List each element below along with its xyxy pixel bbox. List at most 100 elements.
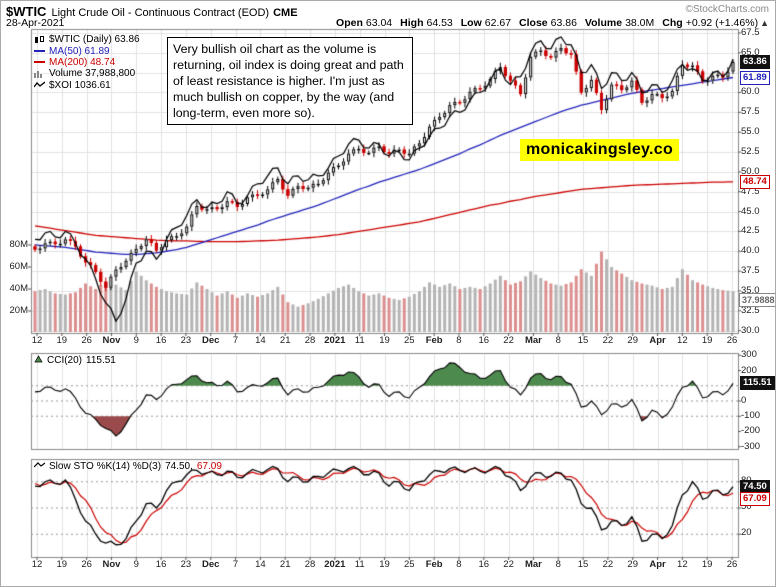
ticker-symbol: $WTIC (6, 4, 47, 19)
legend-xoi-label: $XOI 1036.61 (49, 79, 111, 91)
x-axis-label: 28 (304, 335, 316, 346)
x-axis-label: Mar (524, 335, 542, 346)
cci-axis-label: 200 (741, 364, 757, 376)
chart-title: Light Crude Oil - Continuous Contract (E… (51, 7, 270, 19)
ma50-value-tag: 61.89 (740, 71, 770, 86)
x-axis-label: 12 (677, 559, 688, 570)
price-axis-label: 35.0 (741, 284, 760, 296)
x-axis-label: 22 (503, 335, 514, 346)
price-axis-label: 67.5 (741, 26, 760, 38)
x-axis-label: 8 (555, 559, 561, 570)
x-axis-label: 25 (404, 335, 415, 346)
x-axis-label: 16 (155, 559, 167, 570)
cci-axis-label: -200 (741, 425, 761, 437)
x-axis-label: 29 (627, 335, 638, 346)
open-label: Open (336, 17, 363, 29)
legend-item-ma200: MA(200) 48.74 (34, 57, 140, 68)
ohlc-quote-row: Open 63.04 High 64.53 Low 62.67 Close 63.86 Volu… (328, 17, 769, 29)
close-value: 63.86 (550, 17, 577, 29)
x-axis-label: 2021 (324, 559, 346, 570)
x-axis-label: 19 (701, 335, 713, 346)
x-axis-label: 16 (155, 335, 167, 346)
x-axis-label: 16 (478, 559, 490, 570)
x-axis-label: 22 (503, 559, 514, 570)
main-chart-legend: $WTIC (Daily) 63.86 MA(50) 61.89 MA(200)… (33, 34, 140, 91)
x-axis-label: 7 (232, 559, 239, 570)
low-label: Low (460, 17, 482, 29)
stockcharts-credit: ©StockCharts.com (685, 4, 769, 15)
x-axis-label: 23 (180, 559, 192, 570)
x-axis-label: 19 (379, 559, 390, 570)
x-axis-label: 22 (602, 559, 614, 570)
sto-k-value-text: 74.50, (165, 461, 193, 472)
x-axis-label: 26 (81, 559, 92, 570)
chg-up-arrow-icon: ▲ (760, 18, 769, 28)
x-axis-label: 26 (726, 335, 738, 346)
sto-d-value-text: 67.09 (196, 461, 222, 472)
volume-axis-label: 40M (9, 283, 28, 294)
sto-panel-label: Slow STO %K(14) %D(3) 74.50, 67.09 (33, 461, 222, 472)
close-label: Close (519, 17, 548, 29)
price-axis-label: 45.0 (741, 205, 760, 217)
volume-axis-label: 80M (9, 239, 28, 250)
x-axis-label: 9 (133, 559, 139, 570)
volume-value-tag: 37.9888 (739, 293, 775, 307)
legend-ma200-label: MA(200) 48.74 (49, 56, 116, 68)
price-axis-label: 50.0 (741, 165, 760, 177)
sto-axis-label: 20 (741, 527, 752, 539)
price-axis-label: 32.5 (741, 304, 760, 316)
cci-axis-label: 0 (741, 395, 747, 406)
watermark: monicakingsley.co (520, 139, 680, 161)
price-axis-label: 47.5 (741, 185, 760, 197)
x-axis-label: 19 (56, 335, 68, 346)
legend-item-volume: Volume 37,988,800 (34, 68, 140, 79)
cci-value-tag: 115.51 (740, 376, 775, 391)
x-axis-label: Dec (202, 559, 220, 570)
x-axis-label: 8 (456, 559, 462, 570)
x-axis-label: Apr (649, 559, 666, 570)
cci-axis-label: -100 (741, 410, 761, 422)
annotation-box: Very bullish oil chart as the volume is … (167, 37, 413, 125)
x-axis-label: 25 (404, 559, 415, 570)
exchange-label: CME (273, 7, 298, 19)
sto-axis-label: 50 (741, 501, 752, 512)
x-axis-label: 11 (354, 335, 365, 346)
sto-label-text: Slow STO %K(14) %D(3) (49, 461, 162, 472)
x-axis-label: Mar (524, 559, 542, 570)
volume-value: 38.0M (625, 17, 655, 29)
last-price-tag: 63.86 (740, 54, 770, 69)
x-axis-label: 26 (81, 335, 92, 346)
x-axis-label: 21 (279, 335, 291, 346)
legend-ma50-label: MA(50) 61.89 (49, 45, 110, 57)
legend-wtic-label: $WTIC (Daily) 63.86 (49, 34, 140, 46)
candlestick-icon (34, 35, 45, 44)
ma200-value-tag: 48.74 (740, 174, 770, 189)
ma50-line-icon (34, 47, 45, 55)
x-axis-label: 22 (602, 335, 614, 346)
x-axis-label: 15 (577, 559, 589, 570)
open-value: 63.04 (365, 17, 393, 29)
x-axis-label: 26 (726, 559, 738, 570)
x-axis-label: 9 (133, 335, 139, 346)
x-axis-label: 14 (255, 559, 266, 570)
high-value: 64.53 (426, 17, 453, 29)
x-axis-label: Nov (102, 559, 121, 570)
price-axis-label: 65.0 (741, 46, 760, 58)
x-axis-label: 8 (555, 335, 561, 346)
x-axis-label: 11 (354, 559, 365, 570)
chart-header: $WTIC Light Crude Oil - Continuous Contra… (6, 3, 298, 21)
x-axis-label: 12 (31, 335, 43, 346)
chart-date: 28-Apr-2021 (6, 17, 65, 29)
price-axis-label: 42.5 (741, 225, 760, 237)
x-axis-label: Feb (425, 335, 443, 346)
price-axis-label: 55.0 (741, 126, 760, 138)
high-label: High (400, 17, 424, 29)
cci-label-text: CCI(20) (47, 355, 83, 366)
x-axis-label: 19 (379, 335, 390, 346)
ma200-line-icon (34, 58, 45, 66)
cci-value-text: 115.51 (86, 355, 116, 366)
price-axis-label: 52.5 (741, 146, 760, 158)
legend-item-wtic: $WTIC (Daily) 63.86 (34, 34, 140, 45)
